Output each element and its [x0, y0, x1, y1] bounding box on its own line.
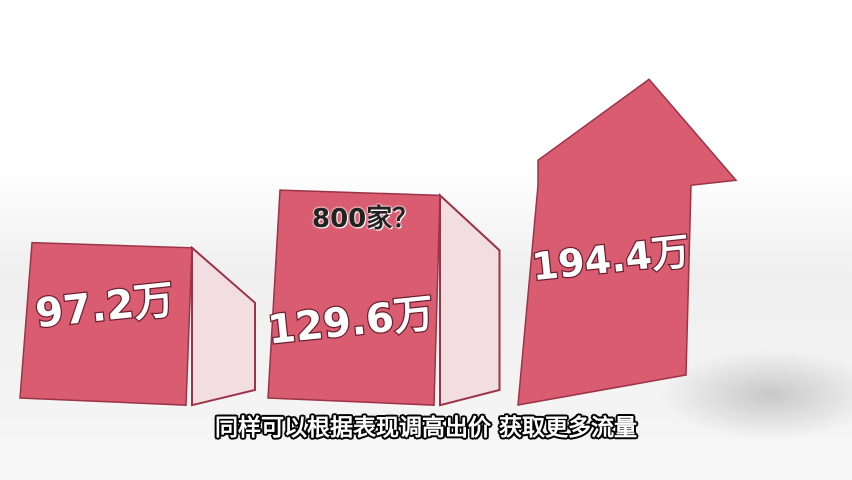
bar-3-arrow	[517, 78, 738, 406]
bar-2-front	[267, 189, 441, 406]
bar-1: 97.2万	[19, 241, 256, 407]
subtitle-caption: 同样可以根据表现调高出价 获取更多流量	[214, 415, 637, 441]
bar-2-side	[439, 193, 501, 407]
bar-1-front	[19, 241, 193, 406]
annotation: 800家？	[312, 204, 419, 234]
bar-1-side	[191, 245, 256, 407]
bar-2: 129.6万	[264, 189, 501, 407]
bar-3: 194.4万	[517, 78, 738, 406]
floor-shadow	[660, 350, 852, 440]
